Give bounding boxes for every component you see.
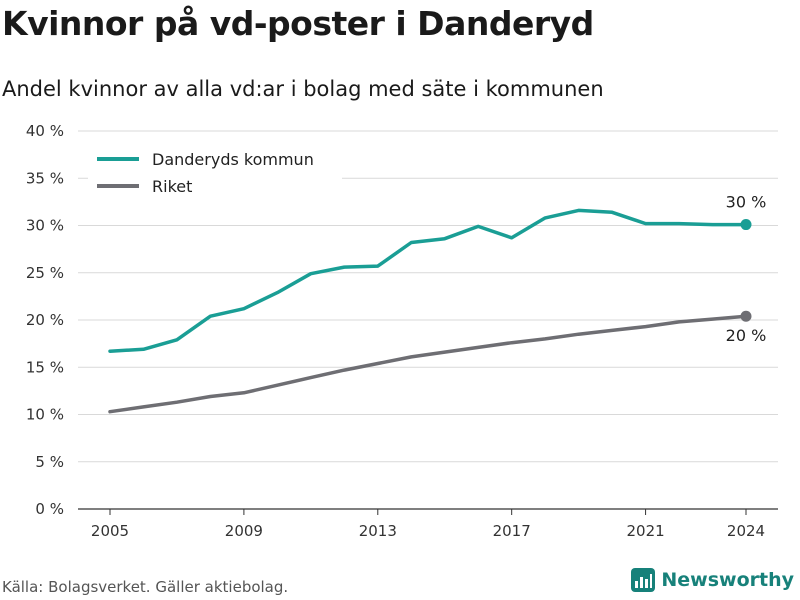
end-point-riket <box>740 310 752 322</box>
chart-title: Kvinnor på vd-poster i Danderyd <box>2 4 594 43</box>
legend-label-danderyd: Danderyds kommun <box>152 150 314 169</box>
y-tick-label: 25 % <box>26 264 64 282</box>
legend-background <box>88 142 342 202</box>
y-tick-label: 15 % <box>26 358 64 376</box>
x-tick-label: 2013 <box>359 522 397 540</box>
y-tick-label: 30 % <box>26 217 64 235</box>
x-axis-ticks: 2005 2009 2013 2017 2021 2024 <box>91 509 765 540</box>
x-tick-label: 2017 <box>493 522 531 540</box>
newsworthy-logo: Newsworthy <box>631 568 794 592</box>
end-point-danderyds-kommun <box>740 219 752 231</box>
x-tick-label: 2024 <box>727 522 765 540</box>
series-lines <box>108 208 748 414</box>
source-note: Källa: Bolagsverket. Gäller aktiebolag. <box>2 578 289 596</box>
y-axis-ticks: 0 % 5 % 10 % 15 % 20 % 25 % 30 % 35 % 40 % <box>26 122 64 518</box>
end-label-riket: 20 % <box>726 326 767 345</box>
end-points <box>740 219 752 322</box>
x-tick-label: 2021 <box>626 522 664 540</box>
end-label-danderyd: 30 % <box>726 193 767 212</box>
chart-subtitle: Andel kvinnor av alla vd:ar i bolag med … <box>2 77 604 101</box>
x-tick-label: 2005 <box>91 522 129 540</box>
y-tick-label: 5 % <box>35 453 64 471</box>
y-tick-label: 10 % <box>26 406 64 424</box>
newsworthy-logo-icon <box>631 568 656 592</box>
y-tick-label: 40 % <box>26 122 64 140</box>
legend-label-riket: Riket <box>152 177 192 196</box>
y-tick-label: 35 % <box>26 169 64 187</box>
y-tick-label: 20 % <box>26 311 64 329</box>
series-line-riket <box>108 314 748 414</box>
brand-name: Newsworthy <box>661 569 794 591</box>
y-tick-label: 0 % <box>35 500 64 518</box>
x-tick-label: 2009 <box>225 522 263 540</box>
legend: Danderyds kommun Riket <box>88 142 342 202</box>
series-line-danderyds-kommun <box>108 208 748 353</box>
